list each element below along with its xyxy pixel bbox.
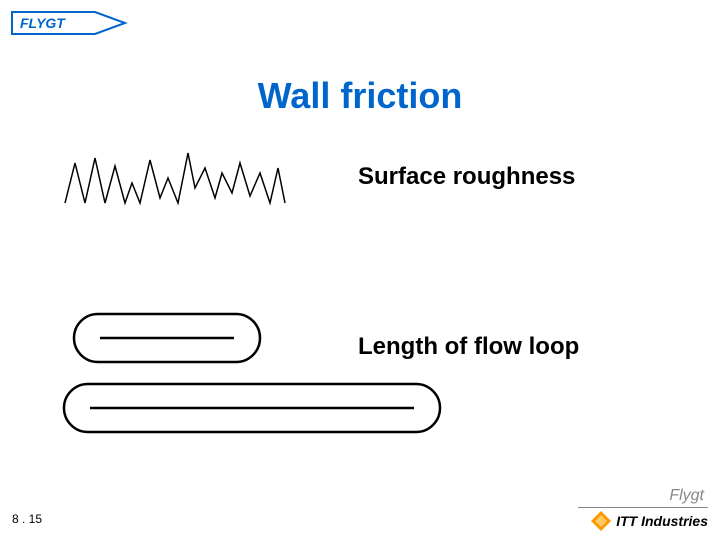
roughness-diagram [60,148,300,218]
itt-text: ITT Industries [616,513,708,529]
flygt-header-logo: FLYGT [10,10,130,55]
footer-logos: Flygt ITT Industries [578,487,708,532]
slide-title: Wall friction [0,75,720,117]
page-number: 8 . 15 [12,512,42,526]
short-flow-loop-diagram [70,310,270,375]
surface-roughness-label: Surface roughness [358,163,575,191]
itt-icon [590,510,612,532]
svg-text:FLYGT: FLYGT [20,15,66,31]
flygt-footer-text: Flygt [578,487,708,505]
flow-loop-length-label: Length of flow loop [358,333,579,361]
footer-divider [578,507,708,508]
long-flow-loop-diagram [60,380,450,445]
